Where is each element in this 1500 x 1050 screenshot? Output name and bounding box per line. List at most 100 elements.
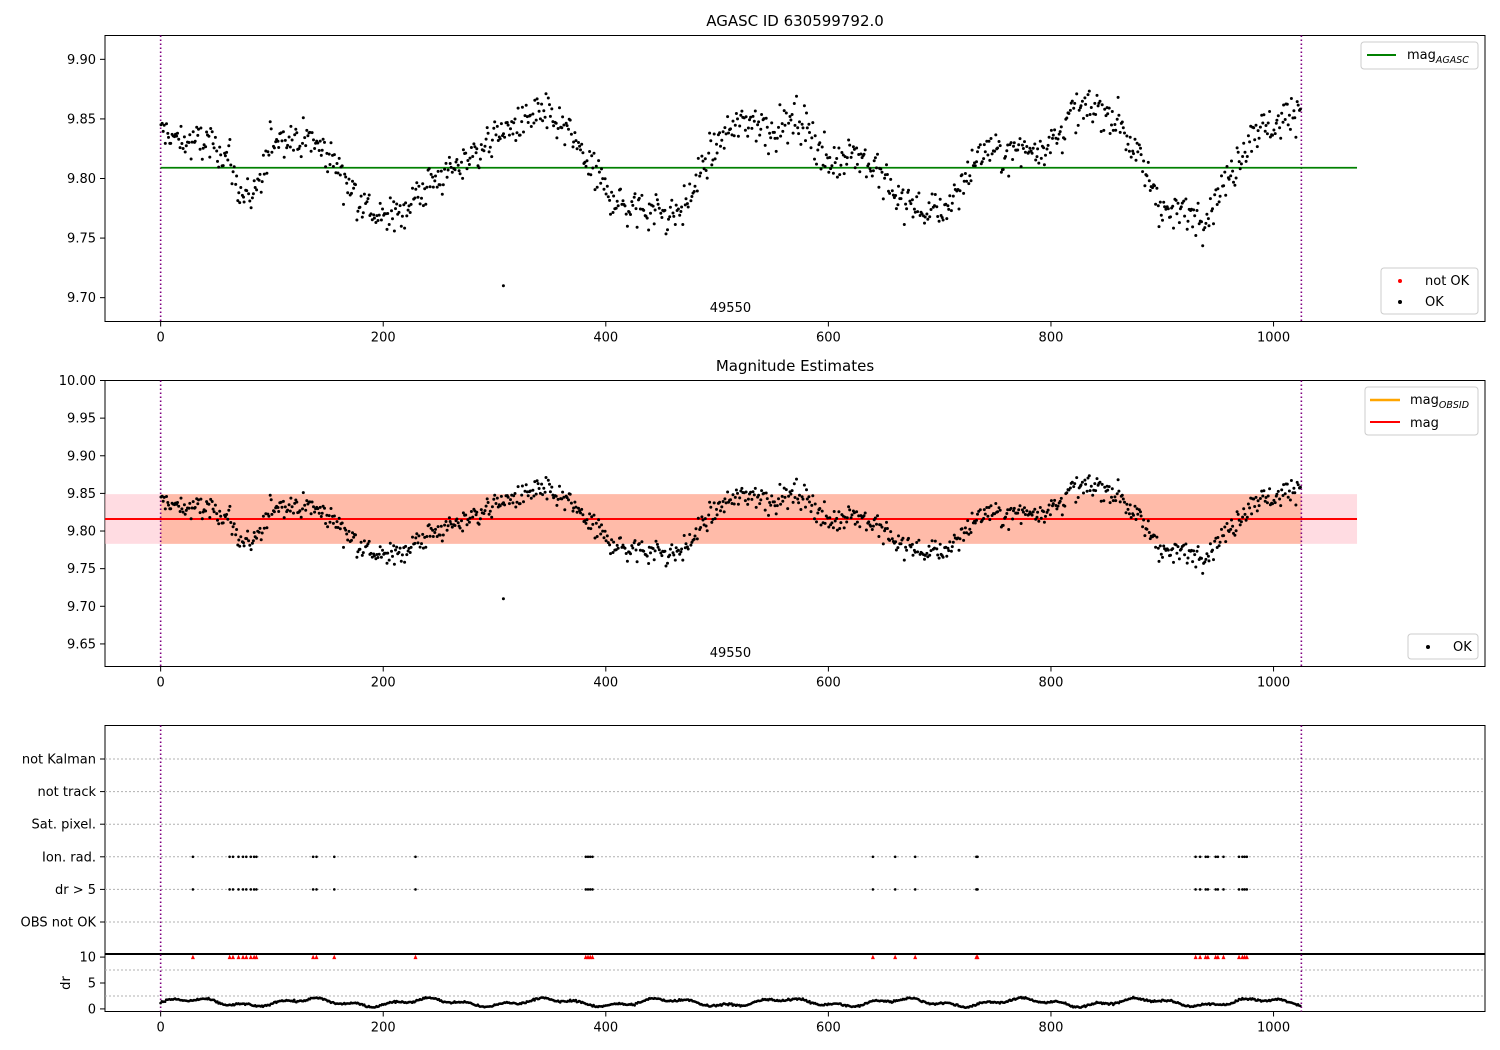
data-point (684, 197, 688, 201)
data-point (1191, 225, 1195, 229)
data-point (208, 516, 212, 519)
data-point (483, 509, 487, 513)
data-point (1098, 480, 1102, 484)
data-point (347, 177, 351, 181)
data-point (736, 491, 739, 495)
data-point (318, 505, 322, 509)
data-point (608, 198, 612, 202)
data-point (529, 496, 533, 500)
data-point (1095, 93, 1099, 97)
data-point (1084, 102, 1088, 106)
data-point (602, 536, 606, 540)
data-point (901, 188, 905, 192)
data-point (558, 106, 561, 110)
flag-point (871, 855, 875, 859)
data-point (1195, 209, 1199, 212)
data-point (963, 526, 967, 530)
data-point (1094, 113, 1098, 116)
legend-mag-obsid-name: mag (1410, 393, 1439, 408)
data-point (450, 170, 454, 174)
data-point (1106, 112, 1110, 116)
data-point (1063, 504, 1067, 508)
data-point (550, 485, 554, 489)
data-point (788, 115, 792, 118)
data-point (1117, 113, 1121, 117)
legend-frame (1380, 267, 1479, 315)
data-point (372, 554, 376, 558)
flag-point (333, 888, 336, 891)
magnitude-xtick-label: 0 (157, 676, 165, 691)
data-point (1177, 221, 1181, 225)
data-point (1087, 474, 1091, 478)
agasc-ytick-label: 9.85 (67, 112, 96, 127)
data-point (1292, 486, 1296, 490)
data-point (247, 539, 251, 543)
data-point (1262, 113, 1266, 117)
data-point (805, 488, 808, 492)
data-point (285, 146, 289, 150)
flag-point (584, 888, 588, 891)
data-point (259, 190, 263, 194)
data-point (178, 510, 182, 513)
data-point (294, 127, 298, 131)
data-point (1175, 212, 1179, 216)
data-point (988, 518, 992, 522)
data-point (465, 523, 469, 527)
data-point (746, 497, 750, 501)
flag-point (1243, 888, 1246, 891)
data-point (420, 196, 423, 200)
data-point (1276, 114, 1280, 118)
data-point (970, 511, 974, 515)
data-point (754, 139, 758, 143)
data-point (713, 517, 717, 521)
data-point (985, 506, 989, 509)
data-point (1162, 544, 1166, 548)
data-point (973, 521, 977, 525)
data-point (336, 171, 340, 175)
flag-point (315, 855, 318, 859)
data-point (495, 124, 499, 128)
agasc-xtick-label: 1000 (1257, 331, 1290, 346)
data-point (678, 213, 682, 217)
data-point (705, 529, 709, 533)
data-point (455, 517, 459, 521)
data-point (1093, 101, 1097, 105)
data-point (845, 162, 849, 166)
data-point (680, 547, 684, 551)
data-point (188, 133, 192, 137)
data-point (1058, 499, 1062, 503)
dr-clipped-marker (254, 954, 259, 960)
data-point (709, 139, 713, 143)
flag-point (311, 855, 315, 859)
data-point (569, 132, 573, 136)
data-point (724, 132, 728, 136)
flag-point (1237, 888, 1241, 891)
data-point (198, 147, 202, 151)
data-point (1007, 528, 1011, 531)
data-point (1174, 198, 1178, 202)
data-point (216, 159, 219, 163)
data-point (520, 105, 524, 109)
data-point (623, 204, 627, 208)
data-point (181, 147, 185, 150)
data-point (372, 213, 376, 217)
data-point (738, 124, 742, 128)
data-point (386, 212, 390, 215)
data-point (392, 200, 396, 204)
data-point (560, 497, 564, 501)
data-point (935, 547, 939, 551)
data-point (899, 542, 903, 546)
data-point (679, 550, 683, 554)
data-point (1242, 507, 1246, 511)
data-point (374, 221, 378, 224)
data-point (584, 164, 588, 168)
data-point (444, 161, 448, 165)
data-point (528, 113, 532, 117)
flag-point (231, 888, 235, 891)
data-point (1285, 482, 1289, 486)
data-point (563, 143, 567, 147)
dr-clipped-marker (248, 954, 253, 960)
data-point (359, 540, 363, 544)
data-point (523, 114, 527, 118)
data-point (1136, 150, 1140, 154)
